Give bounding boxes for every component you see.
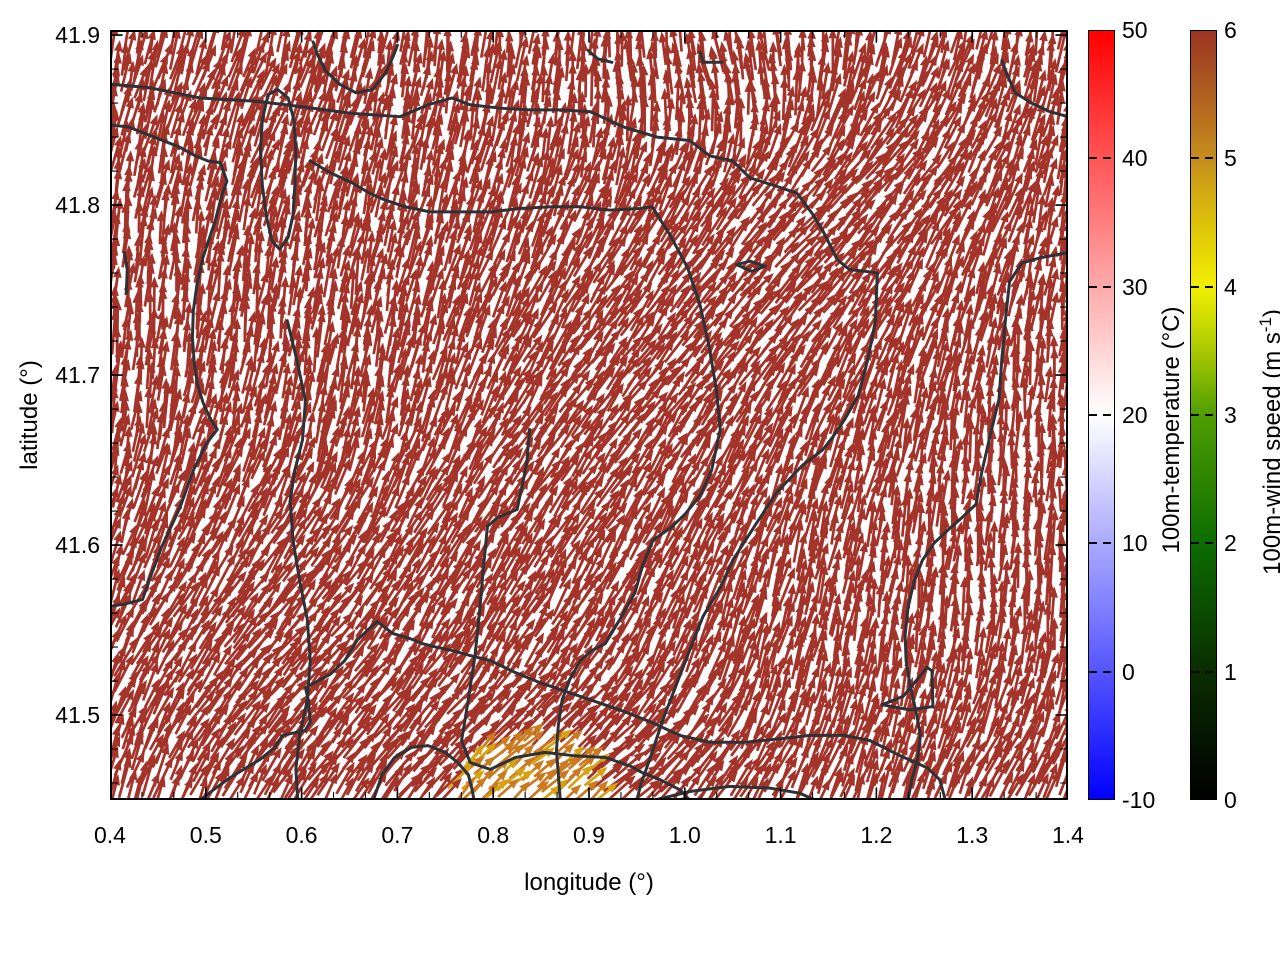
wind-colorbar-tick-label: 6	[1224, 17, 1237, 43]
temperature-colorbar-tick-label: 30	[1122, 273, 1148, 300]
wind-colorbar-title-superscript: -1	[1256, 317, 1275, 333]
x-tick-label: 0.4	[94, 822, 126, 848]
x-axis-title: longitude (°)	[524, 869, 654, 896]
temperature-colorbar-tick-label: 40	[1122, 145, 1148, 172]
temperature-colorbar-tick-label: 0	[1122, 658, 1135, 685]
wind-colorbar-title-base: 100m-wind speed (m s	[1259, 332, 1280, 575]
x-tick-label: 0.6	[285, 822, 318, 848]
wind-colorbar-tick-label: 5	[1224, 145, 1237, 172]
temperature-colorbar-tick-label: 20	[1122, 402, 1148, 428]
x-tick-label: 0.5	[189, 822, 222, 848]
x-tick-label: 0.7	[381, 822, 414, 848]
x-tick-label: 1.3	[956, 822, 989, 848]
y-tick-label: 41.5	[55, 702, 100, 728]
x-tick-label: 0.9	[573, 822, 605, 848]
y-tick-label: 41.9	[55, 22, 100, 49]
wind-colorbar-tick-label: 0	[1224, 787, 1237, 813]
wind-colorbar-tick-label: 2	[1224, 530, 1237, 557]
temperature-colorbar	[1088, 30, 1115, 800]
wind-colorbar-tick-label: 3	[1224, 402, 1237, 428]
y-axis-title: latitude (°)	[16, 360, 43, 470]
x-tick-label: 1.2	[860, 822, 893, 848]
y-tick-label: 41.8	[55, 192, 100, 219]
x-tick-label: 1.4	[1052, 822, 1084, 848]
x-tick-label: 1.1	[764, 822, 797, 848]
wind-colorbar-tick-label: 1	[1224, 658, 1237, 685]
x-tick-label: 1.0	[668, 822, 701, 848]
x-tick-label: 0.8	[477, 822, 510, 848]
y-tick-label: 41.7	[55, 362, 100, 389]
temperature-colorbar-tick-label: -10	[1122, 787, 1156, 813]
wind-colorbar	[1190, 30, 1217, 800]
wind-colorbar-title: 100m-wind speed (m s-1)	[1251, 142, 1280, 742]
y-tick-label: 41.6	[55, 532, 100, 559]
wind-colorbar-tick-label: 4	[1224, 273, 1237, 300]
vector-field-plot	[110, 30, 1068, 800]
temperature-colorbar-tick-label: 50	[1122, 17, 1148, 43]
temperature-colorbar-title: 100m-temperature (°C)	[1158, 306, 1185, 554]
temperature-colorbar-tick-label: 10	[1122, 530, 1148, 557]
wind-colorbar-title-close: )	[1259, 309, 1280, 317]
